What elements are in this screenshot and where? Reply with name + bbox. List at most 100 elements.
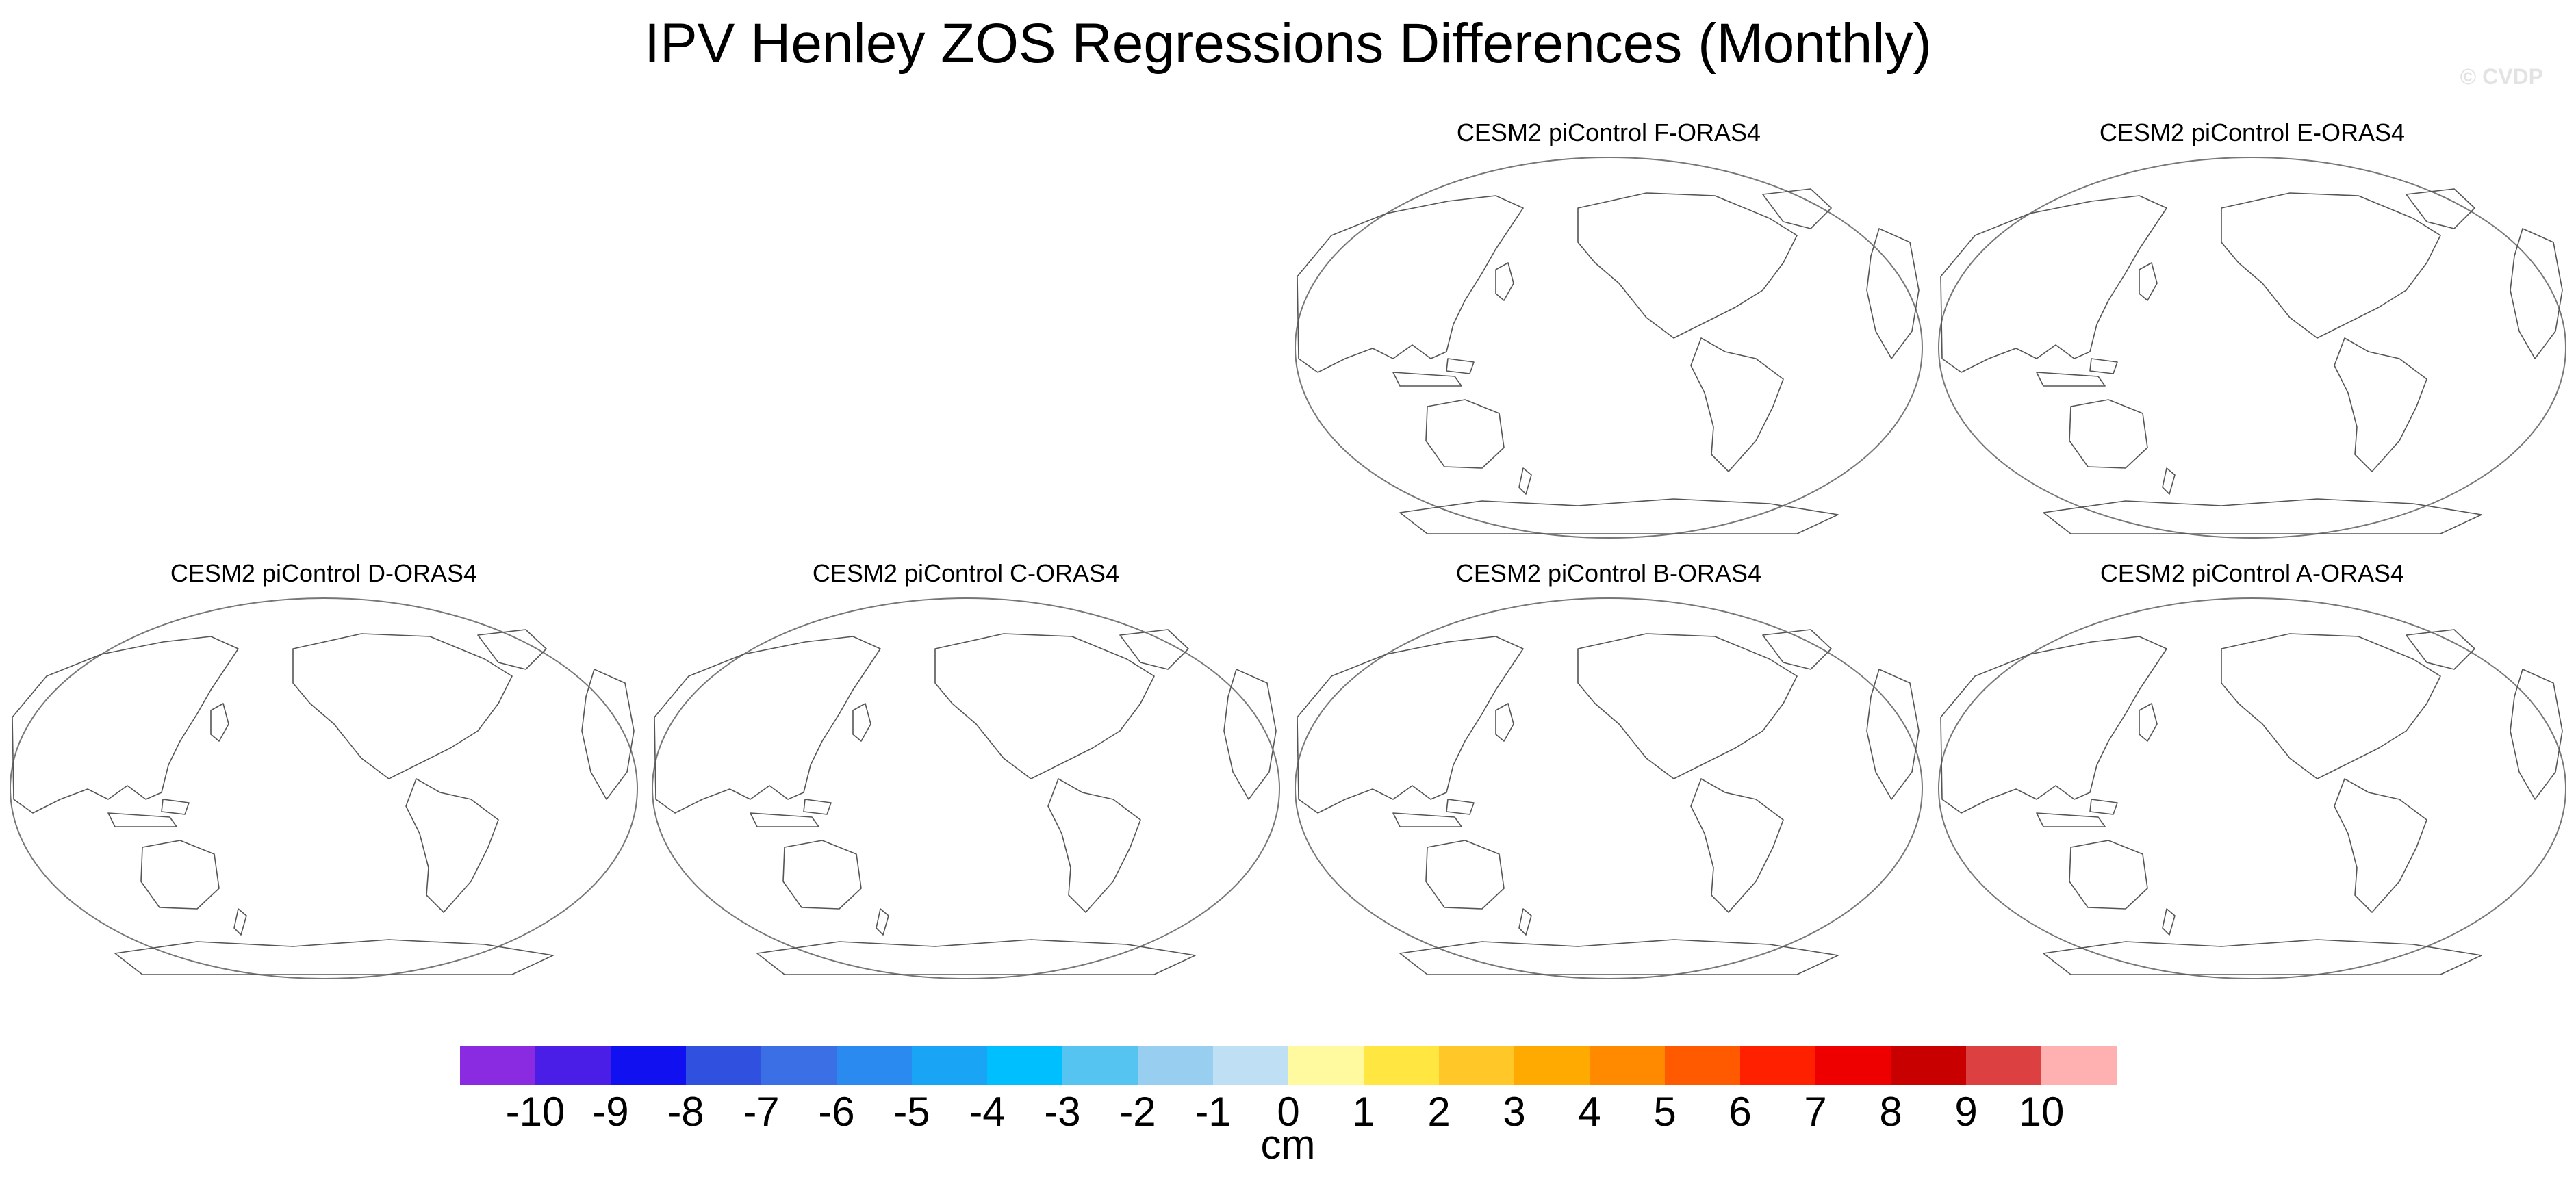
coastline xyxy=(1392,812,1462,827)
colorbar-tick-label: 1 xyxy=(1352,1089,1375,1135)
coastline xyxy=(1399,939,1839,975)
panel-title-c: CESM2 piControl C-ORAS4 xyxy=(812,559,1120,587)
map-panel-a: CESM2 piControl A-ORAS4 xyxy=(1934,558,2571,983)
colorbar-swatch xyxy=(535,1046,611,1085)
coastline xyxy=(1518,908,1532,936)
map-panel-c: CESM2 piControl C-ORAS4 xyxy=(648,558,1284,983)
coastline xyxy=(654,636,881,814)
colorbar-tick-label: -5 xyxy=(893,1089,930,1135)
colorbar-tick-label: 6 xyxy=(1729,1089,1752,1135)
coastline xyxy=(2139,703,2158,742)
map-projection-outline xyxy=(1295,157,1923,539)
coastline xyxy=(2162,467,2176,495)
coastline xyxy=(1446,358,1475,374)
coastline xyxy=(2069,399,2148,469)
cvdp-watermark: © CVDP xyxy=(2460,64,2543,89)
colorbar-swatch xyxy=(1815,1046,1891,1085)
colorbar-tick-label: -3 xyxy=(1044,1089,1081,1135)
colorbar-swatch xyxy=(611,1046,686,1085)
colorbar-tick-label: -8 xyxy=(667,1089,704,1135)
coastline xyxy=(1425,399,1505,469)
coastline xyxy=(292,633,513,779)
coastline xyxy=(750,812,819,827)
coastline xyxy=(1119,629,1189,670)
coastline xyxy=(2221,633,2441,779)
coastline xyxy=(107,812,177,827)
colorbar-swatch xyxy=(686,1046,761,1085)
coastline xyxy=(161,799,190,815)
world-map-e xyxy=(1938,157,2566,539)
colorbar-tick-label: 5 xyxy=(1653,1089,1676,1135)
coastline xyxy=(2406,629,2475,670)
coastline xyxy=(1425,840,1505,910)
coastline xyxy=(405,778,499,913)
coastline xyxy=(1392,372,1462,387)
map-projection-outline xyxy=(1938,597,2566,979)
colorbar-swatch xyxy=(1891,1046,1966,1085)
colorbar-tick-label: -9 xyxy=(592,1089,629,1135)
colorbar-tick-label: 2 xyxy=(1427,1089,1451,1135)
coastline xyxy=(2334,337,2427,472)
colorbar-tick-label: -1 xyxy=(1195,1089,1232,1135)
coastline xyxy=(1690,778,1784,913)
colorbar-swatch xyxy=(912,1046,987,1085)
map-projection-outline xyxy=(1295,597,1923,979)
coastline xyxy=(140,840,220,910)
coastline xyxy=(852,703,871,742)
colorbar-tick-label: -4 xyxy=(969,1089,1006,1135)
coastline xyxy=(2406,188,2475,229)
colorbar-tick-label: -2 xyxy=(1119,1089,1156,1135)
coastline xyxy=(2069,840,2148,910)
coastline xyxy=(581,669,635,800)
coastline xyxy=(210,703,229,742)
colorbar-tick-label: 0 xyxy=(1277,1089,1300,1135)
world-map-b xyxy=(1295,597,1923,979)
colorbar-swatch xyxy=(1062,1046,1138,1085)
colorbar-swatch xyxy=(837,1046,912,1085)
panel-title-d: CESM2 piControl D-ORAS4 xyxy=(170,559,478,587)
coastline xyxy=(2334,778,2427,913)
map-projection-outline xyxy=(1938,157,2566,539)
coastline xyxy=(1577,192,1798,339)
colorbar-swatch xyxy=(987,1046,1062,1085)
colorbar-tick-label: 7 xyxy=(1804,1089,1827,1135)
colorbar-tick-label: 9 xyxy=(1954,1089,1978,1135)
coastline xyxy=(2043,939,2482,975)
coastline xyxy=(1047,778,1141,913)
colorbar-tick-label: 4 xyxy=(1578,1089,1601,1135)
coastline xyxy=(1446,799,1475,815)
coastline xyxy=(934,633,1155,779)
coastline xyxy=(2162,908,2176,936)
colorbar-tick-label: -10 xyxy=(505,1089,565,1135)
coastline xyxy=(477,629,547,670)
colorbar-tick-label: -6 xyxy=(818,1089,855,1135)
map-panel-b: CESM2 piControl B-ORAS4 xyxy=(1290,558,1927,983)
figure-title: IPV Henley ZOS Regressions Differences (… xyxy=(644,12,1932,75)
colorbar-swatch xyxy=(761,1046,837,1085)
map-panel-e: CESM2 piControl E-ORAS4 xyxy=(1934,118,2571,542)
coastline xyxy=(2089,799,2118,815)
coastline xyxy=(1940,195,2167,373)
coastline xyxy=(1866,228,1920,359)
map-projection-outline xyxy=(652,597,1280,979)
map-panel-f: CESM2 piControl F-ORAS4 xyxy=(1290,118,1927,542)
colorbar-swatch xyxy=(2041,1046,2117,1085)
colorbar-tick-labels: -10 -9 -8 -7 -6 -5 -4 -3 -2 -1 0 1 2 3 4 5 6 7 8 9 10 xyxy=(460,1088,2117,1136)
colorbar-swatch xyxy=(1665,1046,1740,1085)
coastline xyxy=(2221,192,2441,339)
colorbar-tick-label: 8 xyxy=(1879,1089,1902,1135)
panel-title-e: CESM2 piControl E-ORAS4 xyxy=(2099,118,2406,146)
coastline xyxy=(1690,337,1784,472)
colorbar-tick-label: 3 xyxy=(1503,1089,1526,1135)
coastline xyxy=(2510,669,2563,800)
coastline xyxy=(1297,195,1524,373)
colorbar-units-label: cm xyxy=(1260,1122,1316,1168)
colorbar-swatch xyxy=(1288,1046,1364,1085)
world-map-a xyxy=(1938,597,2566,979)
coastline xyxy=(2043,498,2482,534)
coastline xyxy=(233,908,247,936)
world-map-f xyxy=(1295,157,1923,539)
coastline xyxy=(2036,812,2106,827)
colorbar-swatch xyxy=(1590,1046,1665,1085)
colorbar-swatch xyxy=(460,1046,535,1085)
